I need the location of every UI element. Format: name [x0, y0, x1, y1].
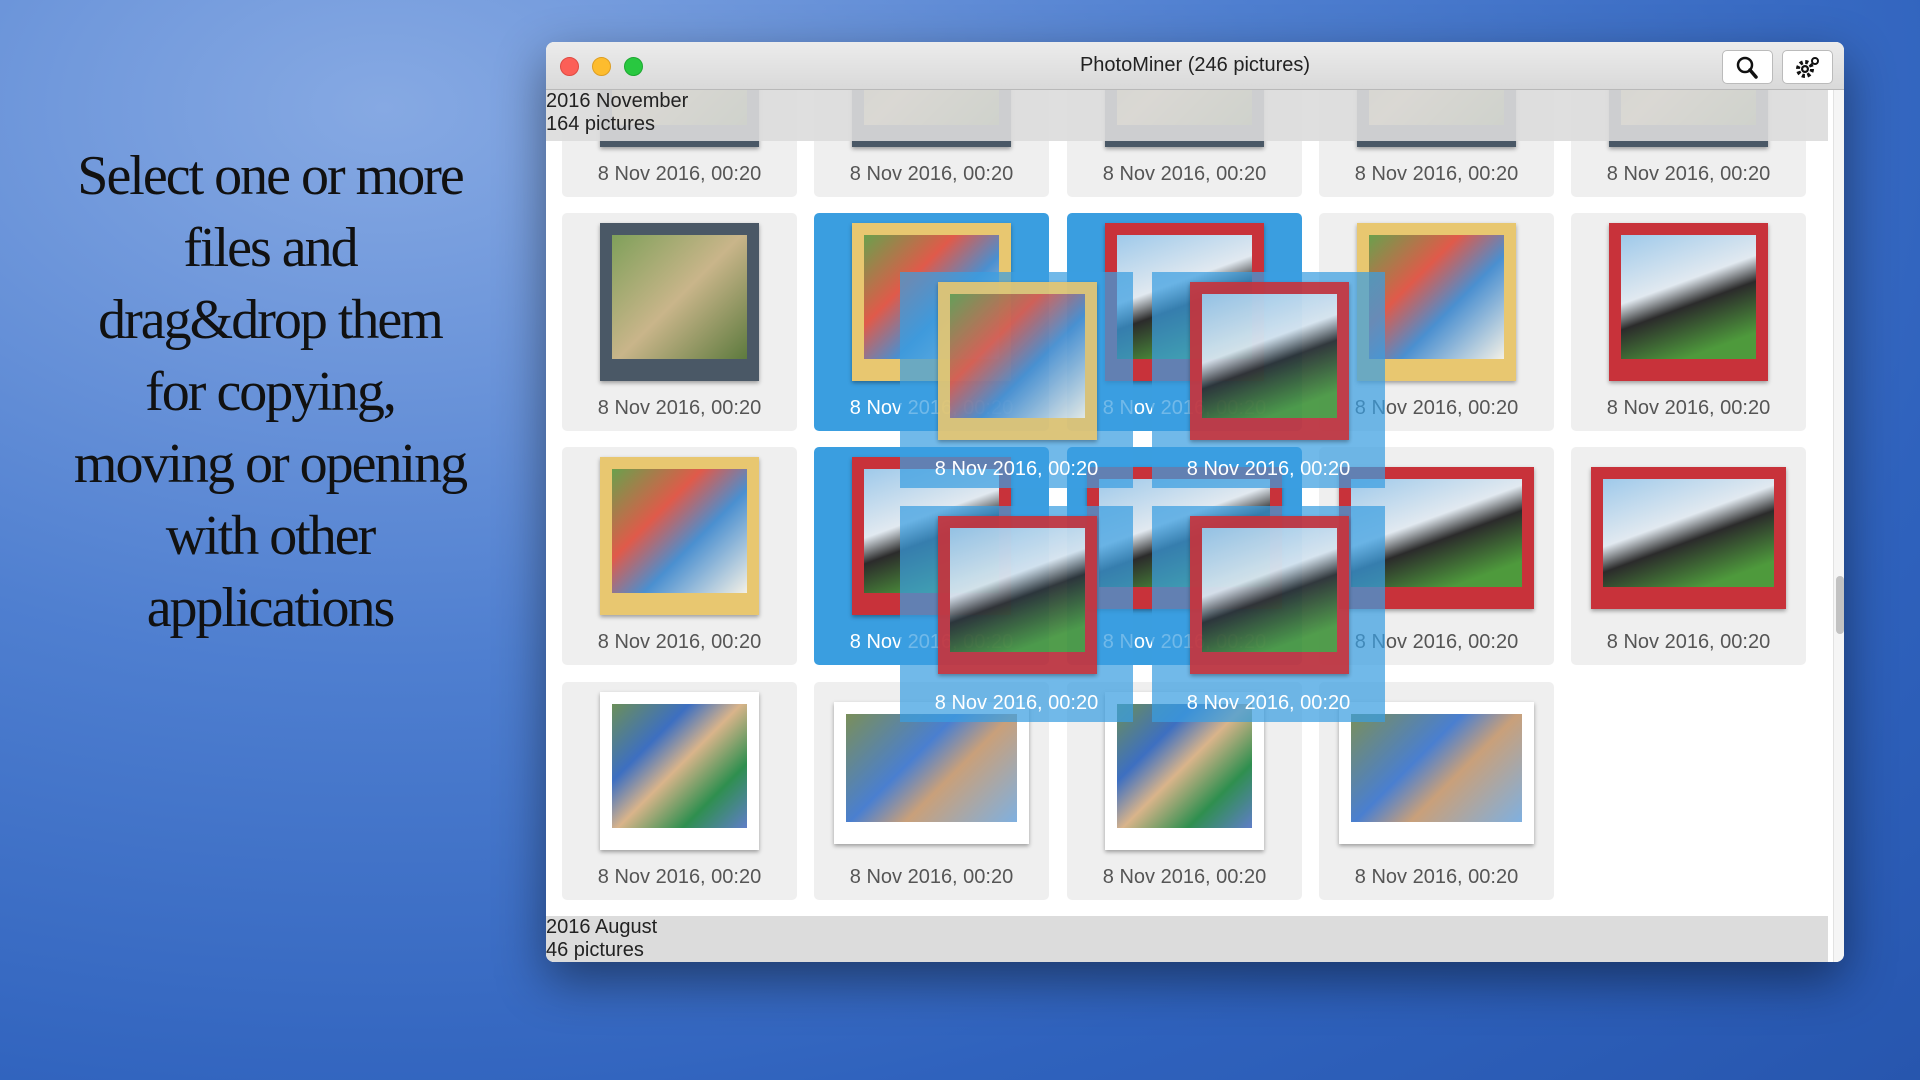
thumbnail [938, 516, 1097, 674]
promo-line: applications [146, 577, 396, 639]
search-icon [1736, 56, 1758, 79]
photo-tile[interactable]: 8 Nov 2016, 00:20 [1319, 213, 1554, 431]
photo-tile[interactable]: 8 Nov 2016, 00:20 [814, 682, 1049, 900]
title-bar: PhotoMiner (246 pictures) [546, 42, 1844, 90]
thumbnail [1190, 282, 1349, 440]
photo [846, 714, 1017, 822]
drag-date: 8 Nov 2016, 00:20 [934, 458, 1099, 480]
section-count: 46 pictures [546, 939, 644, 961]
photo-tile[interactable]: 8 Nov 2016, 00:20 [562, 213, 797, 431]
thumbnail [600, 457, 759, 615]
promo-text: Select one or more files and drag&drop the… [20, 140, 520, 644]
zoom-button[interactable] [624, 57, 643, 76]
section-name: 2016 November [546, 90, 689, 112]
photo-tile[interactable]: 8 Nov 2016, 00:20 [562, 447, 797, 665]
promo-line: for copying, [145, 361, 397, 423]
photo [1621, 235, 1756, 359]
thumbnail [1591, 467, 1786, 609]
section-header: 2016 November 164 pictures [546, 90, 1828, 141]
drag-preview: 8 Nov 2016, 00:20 [900, 272, 1133, 488]
photo-date: 8 Nov 2016, 00:20 [597, 631, 762, 653]
minimize-button[interactable] [592, 57, 611, 76]
photo-date: 8 Nov 2016, 00:20 [597, 163, 762, 185]
photo [950, 294, 1085, 418]
thumbnail [938, 282, 1097, 440]
photo-date: 8 Nov 2016, 00:20 [1606, 397, 1771, 419]
photo [612, 704, 747, 828]
drag-preview: 8 Nov 2016, 00:20 [1152, 272, 1385, 488]
promo-line: drag&drop them [98, 289, 444, 351]
section-name: 2016 August [546, 916, 658, 938]
promo-line: Select one or more [77, 145, 464, 207]
photo [612, 469, 747, 593]
scroll-thumb[interactable] [1836, 576, 1844, 634]
thumbnail [600, 223, 759, 381]
photo-date: 8 Nov 2016, 00:20 [1606, 631, 1771, 653]
thumbnail [1609, 223, 1768, 381]
thumbnail [1190, 516, 1349, 674]
thumbnail [834, 702, 1029, 844]
promo-line: moving or opening [73, 433, 468, 495]
drag-date: 8 Nov 2016, 00:20 [934, 692, 1099, 714]
photo [1202, 294, 1337, 418]
photo [950, 528, 1085, 652]
photo-date: 8 Nov 2016, 00:20 [1354, 866, 1519, 888]
photo [1603, 479, 1774, 587]
thumbnail [1339, 702, 1534, 844]
photo-tile[interactable]: 8 Nov 2016, 00:20 [1571, 447, 1806, 665]
photo [612, 235, 747, 359]
settings-button[interactable] [1782, 50, 1833, 84]
search-button[interactable] [1722, 50, 1773, 84]
close-button[interactable] [560, 57, 579, 76]
drag-preview: 8 Nov 2016, 00:20 [1152, 506, 1385, 722]
window-title: PhotoMiner (246 pictures) [1079, 54, 1311, 76]
photo-date: 8 Nov 2016, 00:20 [1606, 163, 1771, 185]
photo-date: 8 Nov 2016, 00:20 [1102, 163, 1267, 185]
photo-date: 8 Nov 2016, 00:20 [1102, 866, 1267, 888]
photo [1202, 528, 1337, 652]
photo-date: 8 Nov 2016, 00:20 [597, 866, 762, 888]
gear-icon [1796, 57, 1819, 78]
photo [1117, 704, 1252, 828]
photo [1351, 714, 1522, 822]
promo-line: with other [165, 505, 377, 567]
scrollbar[interactable] [1833, 90, 1844, 962]
photo-date: 8 Nov 2016, 00:20 [849, 866, 1014, 888]
thumbnail [600, 692, 759, 850]
photo-date: 8 Nov 2016, 00:20 [1354, 631, 1519, 653]
drag-date: 8 Nov 2016, 00:20 [1186, 458, 1351, 480]
drag-preview: 8 Nov 2016, 00:20 [900, 506, 1133, 722]
app-window: PhotoMiner (246 pictures) 8 Nov 2016, 00… [546, 42, 1844, 962]
photo-date: 8 Nov 2016, 00:20 [597, 397, 762, 419]
drag-date: 8 Nov 2016, 00:20 [1186, 692, 1351, 714]
promo-line: files and [183, 217, 358, 279]
photo-tile[interactable]: 8 Nov 2016, 00:20 [562, 682, 797, 900]
photo-tile[interactable]: 8 Nov 2016, 00:20 [1571, 213, 1806, 431]
photo-grid: 8 Nov 2016, 00:20 8 Nov 2016, 00:20 8 Nov … [546, 90, 1828, 962]
photo-date: 8 Nov 2016, 00:20 [1354, 163, 1519, 185]
photo-date: 8 Nov 2016, 00:20 [1354, 397, 1519, 419]
section-count: 164 pictures [546, 113, 655, 135]
photo-date: 8 Nov 2016, 00:20 [849, 163, 1014, 185]
section-header: 2016 August 46 pictures [546, 916, 1828, 962]
photo [1369, 235, 1504, 359]
